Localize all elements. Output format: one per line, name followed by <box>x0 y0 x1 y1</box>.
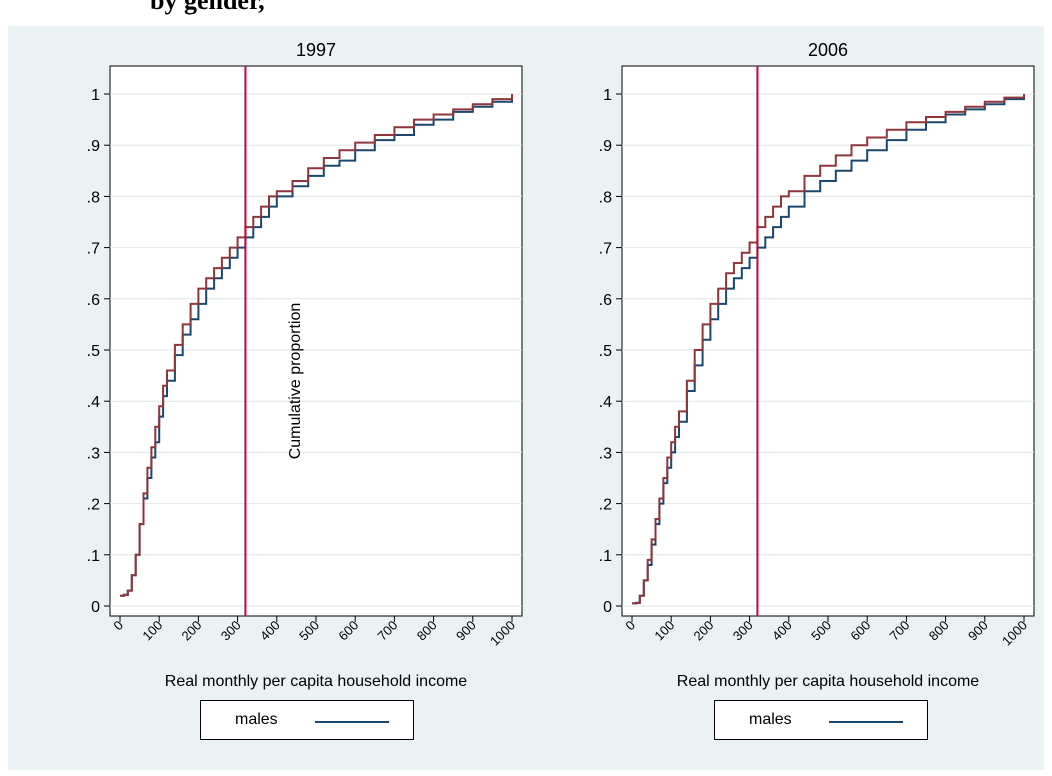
y-tick-label: .1 <box>87 548 100 565</box>
x-tick-label: 800 <box>926 618 952 644</box>
x-tick-label: 200 <box>691 618 717 644</box>
legend-swatch-males <box>315 721 389 723</box>
x-tick-label: 1000 <box>487 618 518 649</box>
x-tick-label: 300 <box>730 618 756 644</box>
legend-label-males: males <box>235 711 278 728</box>
x-tick-label: 400 <box>257 618 283 644</box>
y-tick-label: .2 <box>599 497 612 514</box>
x-axis-label: Real monthly per capita household income <box>677 673 980 690</box>
chart-area: 0.1.2.3.4.5.6.7.8.910 100 200 300 400 500 600 7… <box>87 40 1035 690</box>
y-axis-label: Cumulative proportion <box>287 303 304 460</box>
y-tick-label: .8 <box>599 189 612 206</box>
y-tick-label: .3 <box>87 445 100 462</box>
x-tick-label: 400 <box>769 618 795 644</box>
legend-label-males: males <box>749 711 792 728</box>
y-tick-label: .9 <box>599 138 612 155</box>
plot-region-1997 <box>109 65 523 617</box>
x-tick-label: 500 <box>296 618 322 644</box>
y-tick-label: .4 <box>87 394 100 411</box>
legend-1997: males <box>200 700 414 740</box>
legend-2006: males <box>714 700 928 740</box>
x-tick-label: 1000 <box>999 618 1030 649</box>
x-tick-label: 900 <box>965 618 991 644</box>
y-tick-label: .8 <box>87 189 100 206</box>
y-tick-label: .4 <box>599 394 612 411</box>
x-tick-label: 100 <box>651 618 677 644</box>
x-tick-label: 500 <box>808 618 834 644</box>
x-tick-label: 300 <box>218 618 244 644</box>
y-tick-label: 1 <box>603 87 612 104</box>
y-tick-label: .7 <box>87 241 100 258</box>
y-tick-label: .1 <box>599 548 612 565</box>
y-tick-label: .7 <box>599 241 612 258</box>
figure-panel: 0.1.2.3.4.5.6.7.8.9 1 0 100 200 300 400 500 600 7… <box>8 26 1044 770</box>
panel-title: 2006 <box>808 40 848 60</box>
y-tick-label: .6 <box>87 292 100 309</box>
x-tick-label: 100 <box>139 618 165 644</box>
x-axis-label: Real monthly per capita household income <box>165 673 468 690</box>
x-tick-label: 600 <box>335 618 361 644</box>
y-tick-label: .5 <box>87 343 100 360</box>
x-tick-label: 200 <box>179 618 205 644</box>
y-tick-label: .2 <box>87 497 100 514</box>
panel-title: 1997 <box>296 40 336 60</box>
header-title-text: by gender, <box>150 0 265 15</box>
y-tick-label: .9 <box>87 138 100 155</box>
legend-swatch-males <box>829 721 903 723</box>
series-line-series-2 <box>632 94 1025 605</box>
x-tick-label: 800 <box>414 618 440 644</box>
series-line-males <box>632 94 1025 605</box>
x-tick-label: 0 <box>110 618 126 634</box>
y-tick-label: 0 <box>603 599 612 616</box>
series-line-series-2 <box>120 94 513 597</box>
y-tick-label: 0 <box>91 599 100 616</box>
plot-region-2006 <box>621 65 1035 617</box>
y-tick-label: 1 <box>91 87 100 104</box>
y-tick-label: .6 <box>599 292 612 309</box>
x-tick-label: 0 <box>622 618 638 634</box>
series-line-males <box>120 94 513 597</box>
x-tick-label: 700 <box>887 618 913 644</box>
x-tick-label: 600 <box>847 618 873 644</box>
y-tick-label: .3 <box>599 445 612 462</box>
x-tick-label: 700 <box>375 618 401 644</box>
header-title: by gender, <box>0 0 1052 24</box>
y-tick-label: .5 <box>599 343 612 360</box>
x-tick-label: 900 <box>453 618 479 644</box>
